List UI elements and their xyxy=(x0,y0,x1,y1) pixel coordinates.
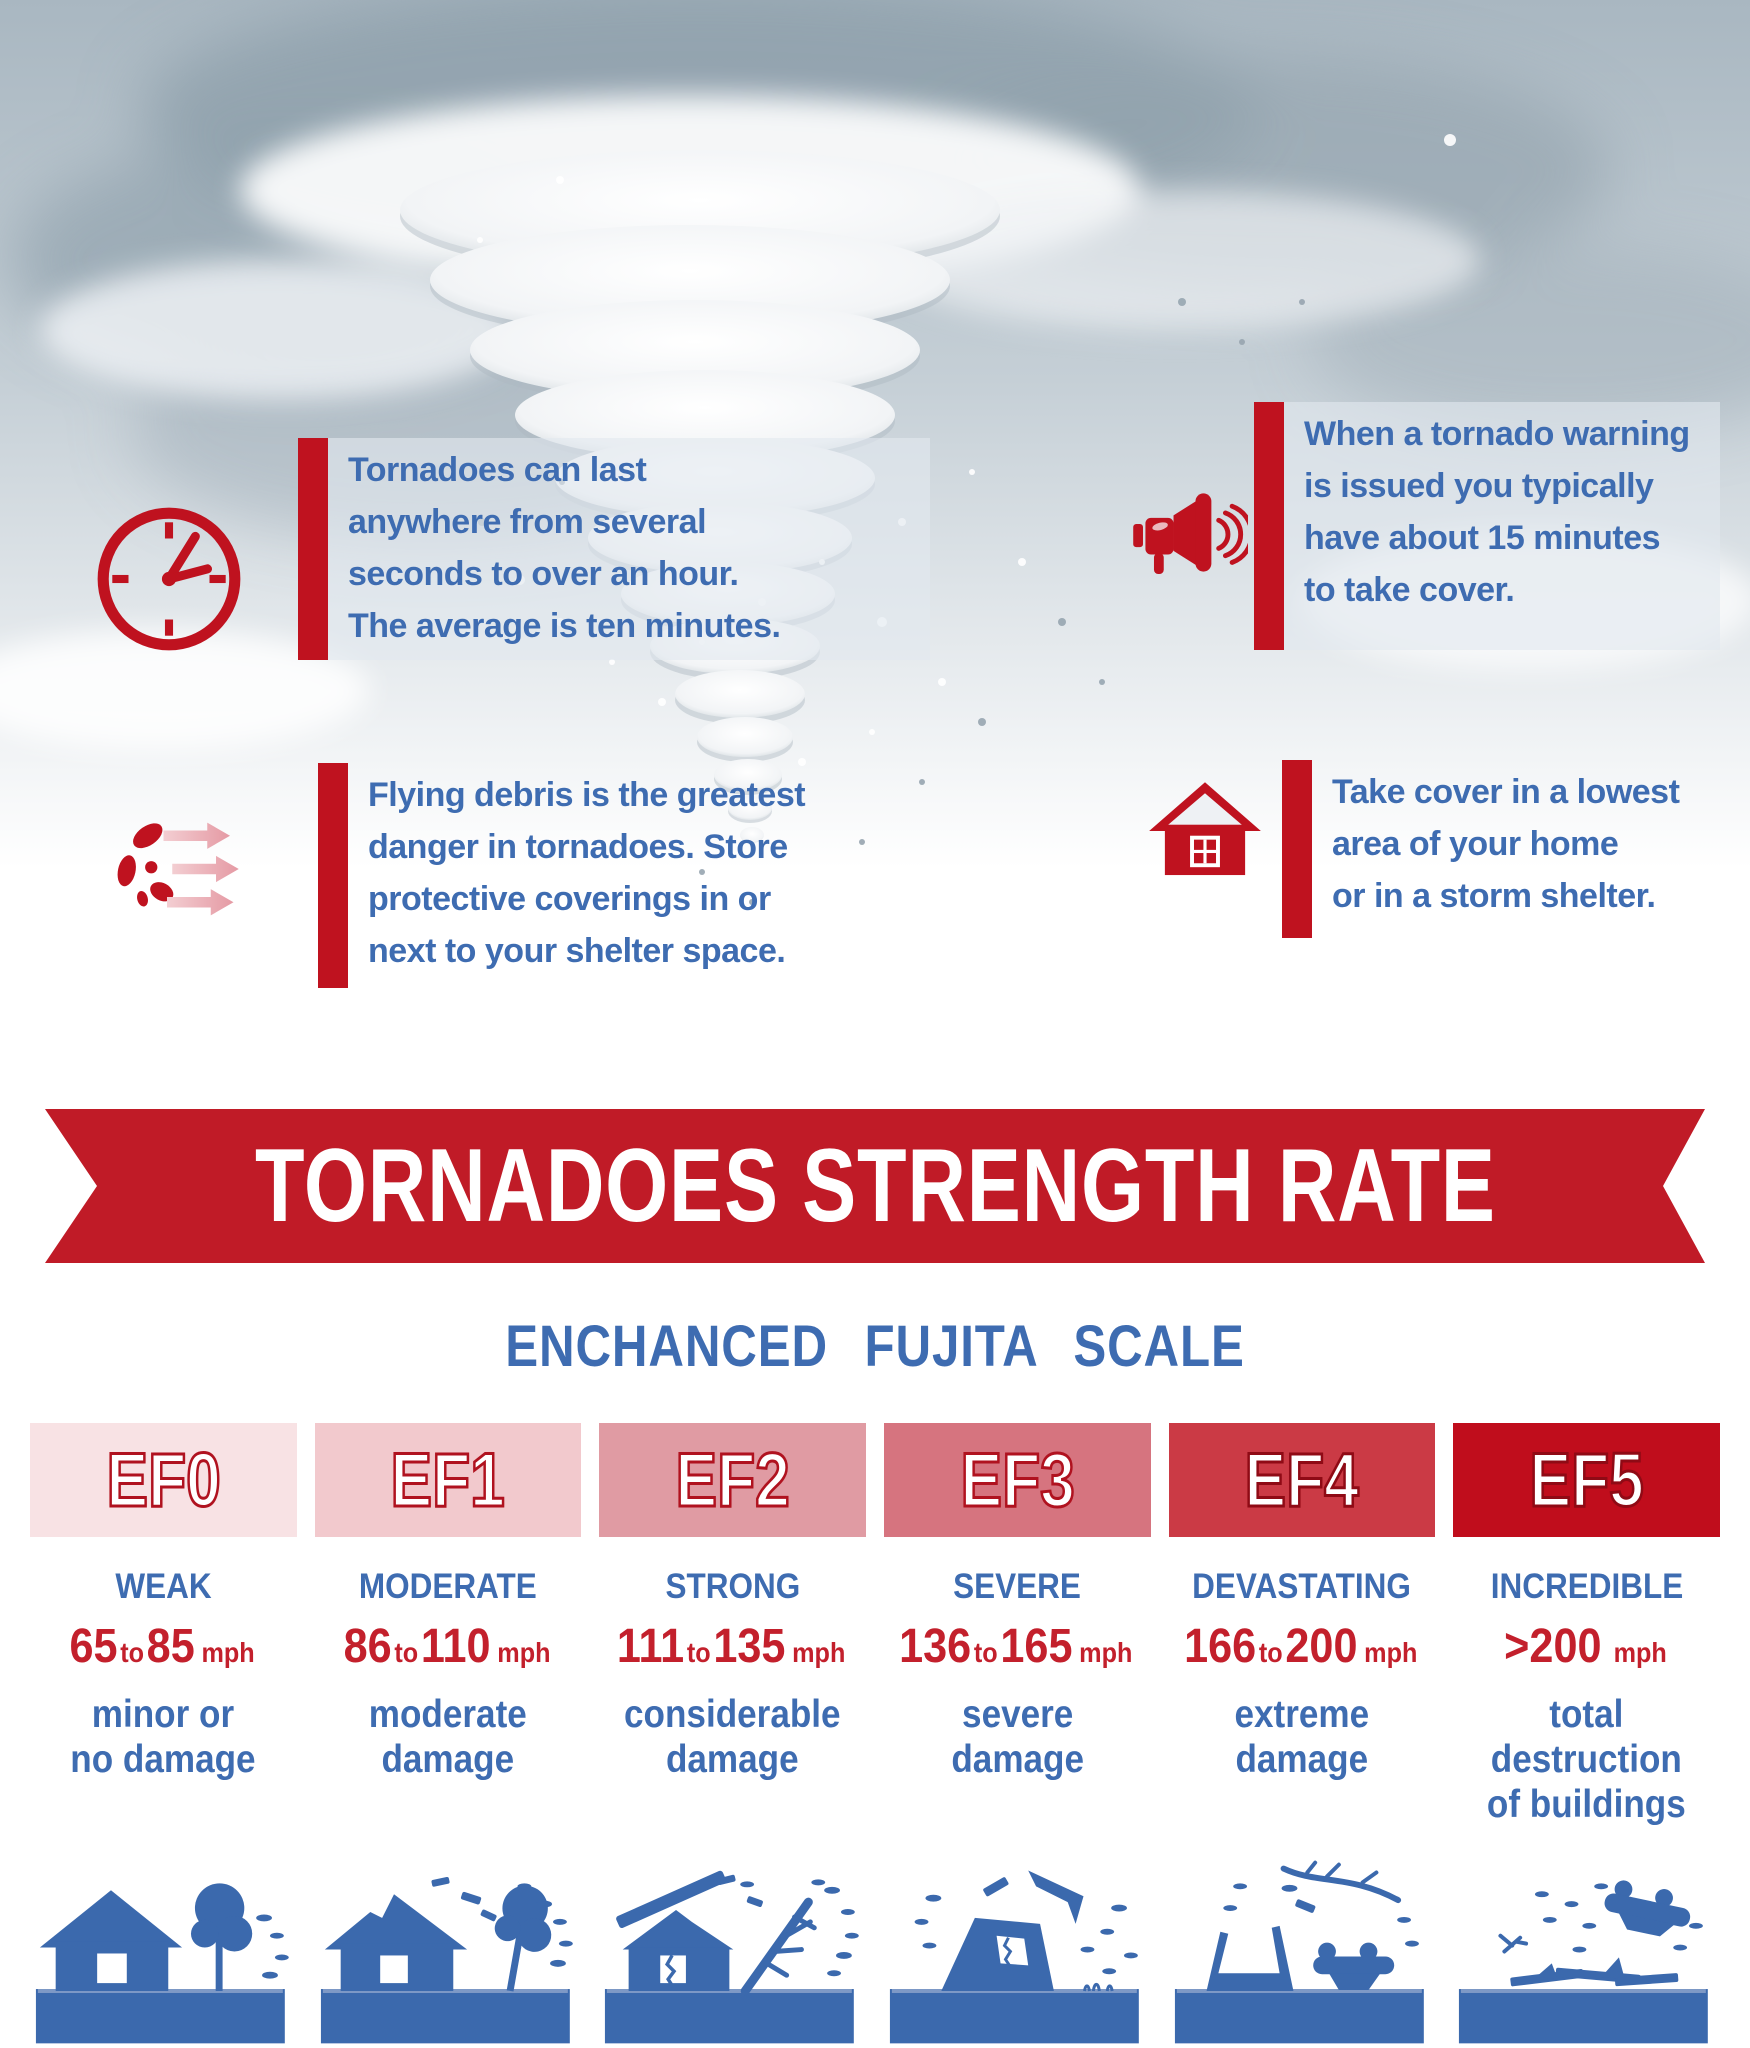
house-roof-torn-illustration xyxy=(605,1870,860,2044)
fact-text: Tornadoes can last anywhere from several… xyxy=(348,451,781,645)
ef-code: EF5 xyxy=(1528,1436,1645,1524)
house-roof-damage-illustration xyxy=(320,1877,573,2044)
fact-take-cover: Take cover in a lowest area of your home… xyxy=(1149,760,1718,938)
ef-code: EF3 xyxy=(959,1436,1076,1524)
ef-badge: EF5 xyxy=(1453,1423,1720,1537)
ef-damage-description: severe damage xyxy=(950,1693,1084,1781)
ef-category: STRONG xyxy=(665,1567,801,1606)
intact-house-and-tree-illustration xyxy=(35,1883,289,2044)
ef-column-ef4: EF4 DEVASTATING 166to200 mph extreme dam… xyxy=(1168,1423,1436,2046)
ef-damage-description: total destruction of buildings xyxy=(1487,1693,1687,1826)
ef-code: EF1 xyxy=(390,1436,507,1524)
ef-column-ef2: EF2 STRONG 111to135 mph considerable dam… xyxy=(599,1423,866,2046)
fact-tornado-duration: Tornadoes can last anywhere from several… xyxy=(97,438,930,660)
ef-category: MODERATE xyxy=(359,1567,537,1606)
ef-wind-speed: >200 mph xyxy=(1503,1620,1667,1673)
ef-category: SEVERE xyxy=(953,1567,1082,1606)
ef-damage-description: extreme damage xyxy=(1234,1693,1370,1781)
ef-wind-speed: 86to110 mph xyxy=(343,1620,551,1673)
ef-damage-description: minor or no damage xyxy=(70,1693,256,1781)
ef-badge: EF0 xyxy=(30,1423,297,1537)
ef-category: WEAK xyxy=(115,1567,212,1606)
ef-code: EF4 xyxy=(1244,1436,1361,1524)
ef-damage-description: moderate damage xyxy=(368,1693,527,1781)
megaphone-icon xyxy=(1133,493,1248,575)
fact-warning-time: When a tornado warning is issued you typ… xyxy=(1133,402,1720,650)
page-title: TORNADOES STRENGTH RATE xyxy=(254,1127,1496,1244)
ef-wind-speed: 136to165 mph xyxy=(899,1620,1133,1673)
ef-badge: EF2 xyxy=(599,1423,866,1537)
subtitle-fujita-scale: ENCHANCED FUJITA SCALE xyxy=(505,1314,1245,1379)
fact-text: Take cover in a lowest area of your home… xyxy=(1332,773,1680,915)
ef-code: EF2 xyxy=(674,1436,791,1524)
collapsed-walls-car-illustration xyxy=(1174,1860,1424,2044)
ef-column-ef3: EF3 SEVERE 136to165 mph severe damage xyxy=(883,1423,1151,2046)
debris-icon xyxy=(117,822,239,916)
flattened-debris-flying-car-illustration xyxy=(1459,1880,1709,2044)
ef-column-ef1: EF1 MODERATE 86to110 mph moderate damage xyxy=(314,1423,582,2046)
ef-damage-description: considerable damage xyxy=(624,1693,841,1781)
fact-text: Flying debris is the greatest danger in … xyxy=(368,776,806,970)
ef-badge: EF4 xyxy=(1168,1423,1436,1537)
ef-scale-grid: EF0 WEAK 65to85 mph minor or no damage xyxy=(0,1423,1750,2046)
ef-code: EF0 xyxy=(105,1436,222,1524)
ef-badge: EF3 xyxy=(883,1423,1151,1537)
ef-category: DEVASTATING xyxy=(1192,1567,1412,1606)
ef-wind-speed: 166to200 mph xyxy=(1184,1620,1418,1673)
banner-ribbon: TORNADOES STRENGTH RATE xyxy=(45,1109,1705,1263)
clock-icon xyxy=(97,507,241,651)
ef-wind-speed: 111to135 mph xyxy=(617,1620,846,1673)
ef-column-ef0: EF0 WEAK 65to85 mph minor or no damage xyxy=(30,1423,297,2046)
house-collapsing-illustration xyxy=(889,1870,1139,2044)
fact-text: When a tornado warning is issued you typ… xyxy=(1304,415,1690,609)
house-icon xyxy=(1149,782,1261,876)
ef-column-ef5: EF5 INCREDIBLE >200 mph total destructio… xyxy=(1453,1423,1720,2046)
hero-section: Tornadoes can last anywhere from several… xyxy=(0,0,1750,1085)
ef-badge: EF1 xyxy=(314,1423,582,1537)
ef-wind-speed: 65to85 mph xyxy=(69,1620,255,1673)
fact-flying-debris: Flying debris is the greatest danger in … xyxy=(117,763,932,988)
ef-category: INCREDIBLE xyxy=(1490,1567,1683,1606)
